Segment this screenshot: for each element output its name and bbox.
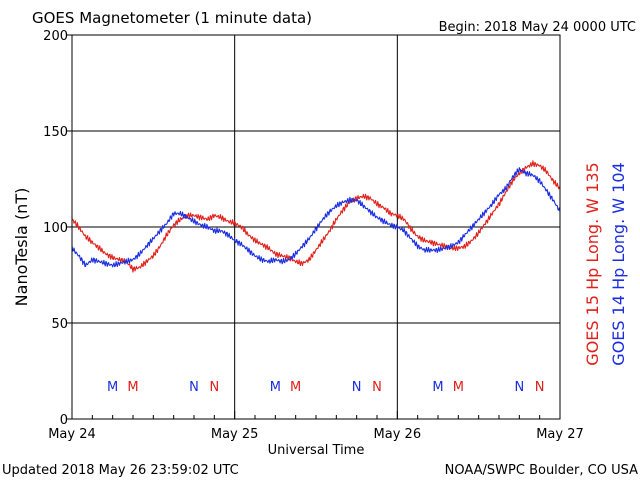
y-tick-label: 200 [43,29,68,44]
series-line-goes14 [71,167,561,268]
annotation-label: M [290,380,301,395]
x-tick-label: May 27 [536,427,584,442]
y-tick-label: 0 [60,413,68,428]
y-tick-label: 150 [43,125,68,140]
chart-title: GOES Magnetometer (1 minute data) [32,9,312,27]
x-tick-label: May 25 [211,427,259,442]
annotation-label: M [453,380,464,395]
updated-timestamp: Updated 2018 May 26 23:59:02 UTC [2,463,239,478]
y-tick-label: 100 [43,221,68,236]
series-line-goes15 [71,160,561,273]
annotation-label: M [107,380,118,395]
begin-time: Begin: 2018 May 24 0000 UTC [439,20,636,35]
y-tick-label: 50 [51,317,68,332]
x-tick-label: May 24 [48,427,96,442]
annotation-label: M [270,380,281,395]
annotation-label: N [514,380,524,395]
x-axis-label: Universal Time [268,443,365,458]
annotation-label: N [189,380,199,395]
annotation-label: N [535,380,545,395]
legend-goes14: GOES 14 Hp Long. W 104 [609,162,628,365]
credit-text: NOAA/SWPC Boulder, CO USA [445,463,638,478]
annotation-label: N [372,380,382,395]
axis-ticks: 0 50 100 150 200 May 24 May 25 May 26 May 27 [43,29,584,442]
annotation-label: N [352,380,362,395]
legend-goes15: GOES 15 Hp Long. W 135 [583,162,602,365]
grid-lines [72,35,560,419]
y-axis-label: NanoTesla (nT) [12,188,31,307]
annotation-label: M [127,380,138,395]
series-layer [71,160,561,273]
annotation-label: N [209,380,219,395]
annotation-label: M [432,380,443,395]
x-tick-label: May 26 [374,427,422,442]
